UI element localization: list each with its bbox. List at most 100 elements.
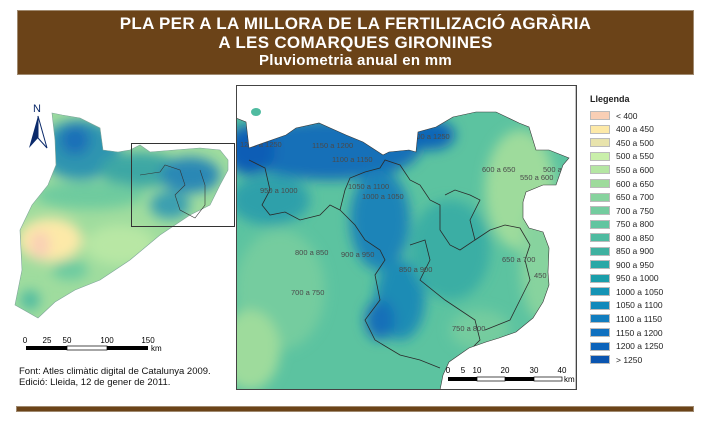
svg-text:km: km xyxy=(151,344,162,353)
legend-swatch xyxy=(590,314,610,324)
legend-item: 1200 a 1250 xyxy=(590,339,663,353)
legend-label: 950 a 1000 xyxy=(616,273,659,284)
legend-item: 750 a 800 xyxy=(590,217,663,231)
svg-text:1100 a 1150: 1100 a 1150 xyxy=(332,155,373,164)
legend-swatch xyxy=(590,246,610,256)
svg-text:0: 0 xyxy=(23,336,28,345)
inset-extent-box xyxy=(131,143,235,227)
legend-item: 850 a 900 xyxy=(590,244,663,258)
legend-swatch xyxy=(590,355,610,365)
catalonia-outline xyxy=(14,112,229,319)
edition-line: Edició: Lleida, 12 de gener de 2011. xyxy=(19,377,171,388)
legend-swatch xyxy=(590,300,610,310)
svg-text:1200 a 1250: 1200 a 1250 xyxy=(240,140,282,149)
legend-item: < 400 xyxy=(590,109,663,123)
legend-swatch xyxy=(590,233,610,243)
comarca-borders xyxy=(248,159,481,251)
legend-swatch xyxy=(590,138,610,148)
svg-text:20: 20 xyxy=(501,366,510,375)
title-line-2: A LES COMARQUES GIRONINES xyxy=(218,33,493,52)
overview-scale-bar: 0 25 50 100 150 km xyxy=(23,336,162,353)
legend-label: 400 a 450 xyxy=(616,124,654,135)
title-line-1: PLA PER A LA MILLORA DE LA FERTILIZACIÓ … xyxy=(119,14,592,33)
legend-swatch xyxy=(590,124,610,134)
legend-swatch xyxy=(590,111,610,121)
legend-swatch xyxy=(590,260,610,270)
source-line: Font: Atles climàtic digital de Cataluny… xyxy=(19,366,211,377)
legend-title: Llegenda xyxy=(590,94,630,104)
legend-label: 1050 a 1100 xyxy=(616,300,663,311)
legend-item: 1150 a 1200 xyxy=(590,326,663,340)
overview-map xyxy=(15,113,228,318)
svg-text:25: 25 xyxy=(43,336,52,345)
svg-text:1000 a 1050: 1000 a 1050 xyxy=(362,192,404,201)
source-note: Font: Atles climàtic digital de Cataluny… xyxy=(19,366,211,388)
legend-label: 550 a 600 xyxy=(616,164,654,175)
legend-label: 750 a 800 xyxy=(616,219,654,230)
svg-text:1050 a 1100: 1050 a 1100 xyxy=(348,182,389,191)
title-banner: PLA PER A LA MILLORA DE LA FERTILIZACIÓ … xyxy=(17,10,694,75)
legend-label: 1000 a 1050 xyxy=(616,286,664,297)
legend-label: 650 a 700 xyxy=(616,192,654,203)
legend-swatch xyxy=(590,192,610,202)
svg-text:950 a 1000: 950 a 1000 xyxy=(260,186,298,195)
legend-label: 450 a 500 xyxy=(616,137,654,148)
legend-item: 900 a 950 xyxy=(590,258,663,272)
svg-text:150: 150 xyxy=(141,336,155,345)
svg-text:0: 0 xyxy=(446,366,451,375)
svg-text:900 a 950: 900 a 950 xyxy=(341,250,374,259)
legend-item: 500 a 550 xyxy=(590,150,663,164)
legend-label: 800 a 850 xyxy=(616,232,654,243)
legend-swatch xyxy=(590,206,610,216)
legend-swatch xyxy=(590,328,610,338)
svg-text:1200 a 1250: 1200 a 1250 xyxy=(408,132,450,141)
legend-label: > 1250 xyxy=(616,354,643,365)
legend-label: 500 a 550 xyxy=(616,151,654,162)
legend-item: 800 a 850 xyxy=(590,231,663,245)
svg-text:50: 50 xyxy=(63,336,72,345)
legend-item: 600 a 650 xyxy=(590,177,663,191)
legend-swatch xyxy=(590,151,610,161)
legend-label: 850 a 900 xyxy=(616,246,654,257)
svg-text:100: 100 xyxy=(100,336,114,345)
legend-swatch xyxy=(590,179,610,188)
legend-item: 450 a 500 xyxy=(590,136,663,150)
svg-text:1150 a 1200: 1150 a 1200 xyxy=(312,141,353,150)
legend-label: 700 a 750 xyxy=(616,205,654,216)
overview-comarca-borders xyxy=(139,164,206,219)
svg-text:5: 5 xyxy=(461,366,466,375)
legend-item: 700 a 750 xyxy=(590,204,663,218)
svg-text:800 a 850: 800 a 850 xyxy=(295,248,328,257)
svg-text:750 a 800: 750 a 800 xyxy=(452,324,485,333)
legend-item: 1000 a 1050 xyxy=(590,285,663,299)
svg-text:550 a 600: 550 a 600 xyxy=(520,173,553,182)
legend-item: 1100 a 1150 xyxy=(590,312,663,326)
legend-label: 1150 a 1200 xyxy=(616,327,663,338)
legend-item: 950 a 1000 xyxy=(590,272,663,286)
legend-swatch xyxy=(590,287,610,297)
legend-label: < 400 xyxy=(616,110,638,121)
north-arrow-icon: N xyxy=(29,103,48,149)
legend-swatch xyxy=(590,341,610,351)
legend-swatch xyxy=(590,219,610,229)
svg-text:km: km xyxy=(564,375,575,384)
svg-text:10: 10 xyxy=(473,366,482,375)
svg-text:40: 40 xyxy=(558,366,567,375)
legend-label: 1200 a 1250 xyxy=(616,341,664,352)
svg-text:N: N xyxy=(33,103,41,115)
footer-bar xyxy=(16,406,694,412)
svg-text:850 a 900: 850 a 900 xyxy=(399,265,432,274)
outside-area-mask xyxy=(236,85,576,390)
svg-text:600 a 650: 600 a 650 xyxy=(482,165,515,174)
svg-text:500 a 550: 500 a 550 xyxy=(543,165,576,174)
legend-item: > 1250 xyxy=(590,353,663,367)
legend-item: 400 a 450 xyxy=(590,123,663,137)
legend-label: 1100 a 1150 xyxy=(616,313,663,324)
svg-text:700 a 750: 700 a 750 xyxy=(291,288,324,297)
legend-label: 900 a 950 xyxy=(616,259,654,270)
detail-scale-bar: 0 5 10 20 30 40 km xyxy=(446,366,575,384)
legend-swatch xyxy=(590,273,610,283)
svg-text:650 a 700: 650 a 700 xyxy=(502,255,535,264)
detail-map: 1200 a 1250 1150 a 1200 1100 a 1150 1200… xyxy=(236,85,576,390)
